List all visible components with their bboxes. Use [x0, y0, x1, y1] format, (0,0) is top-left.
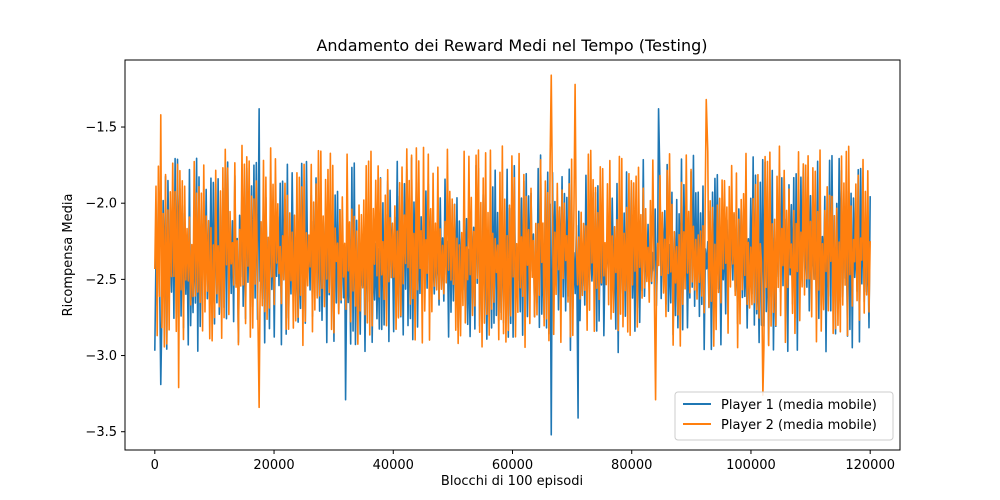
- y-tick-label: −1.5: [85, 121, 117, 136]
- y-tick-label: −3.5: [85, 425, 117, 440]
- legend-label-player-2: Player 2 (media mobile): [721, 418, 877, 433]
- legend-label-player-1: Player 1 (media mobile): [721, 398, 877, 413]
- x-tick-label: 20000: [253, 458, 294, 473]
- legend: Player 1 (media mobile) Player 2 (media …: [674, 391, 894, 441]
- x-tick-label: 40000: [373, 458, 414, 473]
- chart-title: Andamento dei Reward Medi nel Tempo (Tes…: [316, 36, 707, 55]
- x-tick-label: 60000: [492, 458, 533, 473]
- x-tick-label: 0: [151, 458, 159, 473]
- y-tick-label: −3.0: [85, 349, 117, 364]
- x-tick-label: 120000: [845, 458, 895, 473]
- y-axis-label: Ricompensa Media: [61, 194, 76, 317]
- legend-box: [674, 391, 894, 441]
- series-line-player-2: [154, 74, 871, 409]
- x-axis-label: Blocchi di 100 episodi: [441, 474, 583, 489]
- x-tick-label: 80000: [611, 458, 652, 473]
- y-tick-label: −2.0: [85, 197, 117, 212]
- x-tick-label: 100000: [726, 458, 776, 473]
- y-tick-label: −2.5: [85, 273, 117, 288]
